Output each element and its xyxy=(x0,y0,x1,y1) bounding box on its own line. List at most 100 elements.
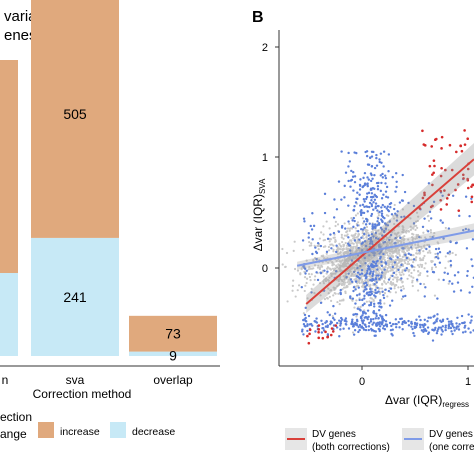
point-all-genes xyxy=(410,275,413,278)
point-dv-one-correction xyxy=(364,223,368,226)
point-all-genes xyxy=(383,277,387,280)
point-all-genes xyxy=(328,227,331,230)
point-dv-one-correction xyxy=(443,271,446,274)
point-all-genes xyxy=(302,248,305,251)
point-dv-one-correction xyxy=(363,240,367,243)
point-all-genes xyxy=(390,263,394,266)
point-all-genes xyxy=(332,244,335,247)
point-all-genes xyxy=(343,278,346,281)
point-all-genes xyxy=(363,259,366,263)
point-dv-one-correction xyxy=(360,326,363,329)
point-all-genes xyxy=(389,261,392,264)
point-all-genes xyxy=(345,258,348,261)
point-dv-one-correction xyxy=(370,164,374,168)
point-all-genes xyxy=(389,281,393,285)
point-all-genes xyxy=(404,261,407,265)
point-dv-one-correction xyxy=(397,321,400,324)
point-dv-one-correction xyxy=(367,265,370,268)
point-dv-one-correction xyxy=(344,171,348,174)
point-dv-one-correction xyxy=(368,242,372,245)
point-dv-one-correction xyxy=(352,209,356,212)
point-dv-one-correction xyxy=(300,285,303,289)
point-dv-one-correction xyxy=(432,322,435,325)
point-all-genes xyxy=(423,254,426,258)
point-dv-one-correction xyxy=(374,278,378,281)
point-all-genes xyxy=(322,225,325,228)
point-all-genes xyxy=(395,254,398,258)
point-dv-one-correction xyxy=(383,268,386,271)
point-all-genes xyxy=(354,257,357,260)
point-dv-one-correction xyxy=(380,197,384,200)
point-dv-one-correction xyxy=(353,180,357,184)
point-dv-one-correction xyxy=(345,276,348,279)
point-dv-one-correction xyxy=(407,252,410,255)
point-dv-both-corrections xyxy=(431,173,434,176)
point-dv-one-correction xyxy=(467,313,470,316)
point-dv-one-correction xyxy=(303,220,306,223)
point-dv-one-correction xyxy=(410,325,413,328)
point-all-genes xyxy=(334,224,337,228)
point-all-genes xyxy=(394,276,398,279)
point-dv-both-corrections xyxy=(423,193,426,197)
point-all-genes xyxy=(422,256,425,260)
point-all-genes xyxy=(401,236,405,239)
point-dv-one-correction xyxy=(372,260,376,264)
point-dv-one-correction xyxy=(423,217,426,220)
point-dv-one-correction xyxy=(413,326,417,330)
point-dv-one-correction xyxy=(437,257,440,260)
point-dv-one-correction xyxy=(375,195,379,199)
point-dv-one-correction xyxy=(354,312,357,316)
point-dv-one-correction xyxy=(434,326,437,330)
point-dv-one-correction xyxy=(356,254,360,257)
point-dv-one-correction xyxy=(374,202,378,205)
point-dv-one-correction xyxy=(367,293,371,297)
point-dv-one-correction xyxy=(385,185,389,189)
point-all-genes xyxy=(411,281,414,284)
point-all-genes xyxy=(376,262,380,265)
point-all-genes xyxy=(320,231,323,234)
point-all-genes xyxy=(357,269,360,272)
point-dv-one-correction xyxy=(461,331,465,334)
point-dv-both-corrections xyxy=(324,330,327,334)
point-all-genes xyxy=(429,251,432,254)
point-dv-one-correction xyxy=(338,335,341,338)
point-dv-one-correction xyxy=(359,213,363,217)
point-all-genes xyxy=(396,278,399,281)
point-dv-both-corrections xyxy=(334,324,338,327)
point-dv-one-correction xyxy=(363,297,366,300)
point-dv-one-correction xyxy=(361,314,364,317)
point-all-genes xyxy=(411,284,414,288)
point-dv-one-correction xyxy=(347,179,350,183)
point-dv-one-correction xyxy=(394,212,397,215)
point-dv-one-correction xyxy=(378,158,381,161)
point-dv-one-correction xyxy=(335,208,339,211)
point-dv-one-correction xyxy=(399,236,402,240)
point-dv-one-correction xyxy=(340,224,344,228)
point-dv-one-correction xyxy=(434,247,438,251)
point-all-genes xyxy=(370,230,373,234)
point-all-genes xyxy=(328,295,331,298)
point-dv-one-correction xyxy=(316,278,320,282)
point-all-genes xyxy=(325,220,328,223)
point-dv-one-correction xyxy=(426,320,429,323)
point-dv-one-correction xyxy=(383,205,386,209)
point-dv-one-correction xyxy=(347,165,350,168)
point-dv-one-correction xyxy=(370,192,374,195)
data-label-overlap-decrease: 9 xyxy=(169,348,177,364)
point-dv-one-correction xyxy=(426,270,429,273)
point-dv-one-correction xyxy=(359,264,362,268)
point-all-genes xyxy=(328,240,331,243)
point-dv-one-correction xyxy=(326,270,329,273)
point-all-genes xyxy=(339,264,342,267)
point-dv-one-correction xyxy=(418,315,421,318)
point-all-genes xyxy=(354,251,357,254)
point-dv-one-correction xyxy=(362,328,366,331)
point-dv-one-correction xyxy=(361,185,364,189)
point-all-genes xyxy=(377,229,380,232)
point-all-genes xyxy=(415,256,418,259)
point-dv-one-correction xyxy=(390,213,394,216)
point-dv-one-correction xyxy=(471,238,474,241)
point-dv-one-correction xyxy=(361,298,364,302)
panel-a-bar-chart: n 505 241 sva 73 9 overlap xyxy=(0,0,217,387)
point-dv-one-correction xyxy=(356,224,359,227)
